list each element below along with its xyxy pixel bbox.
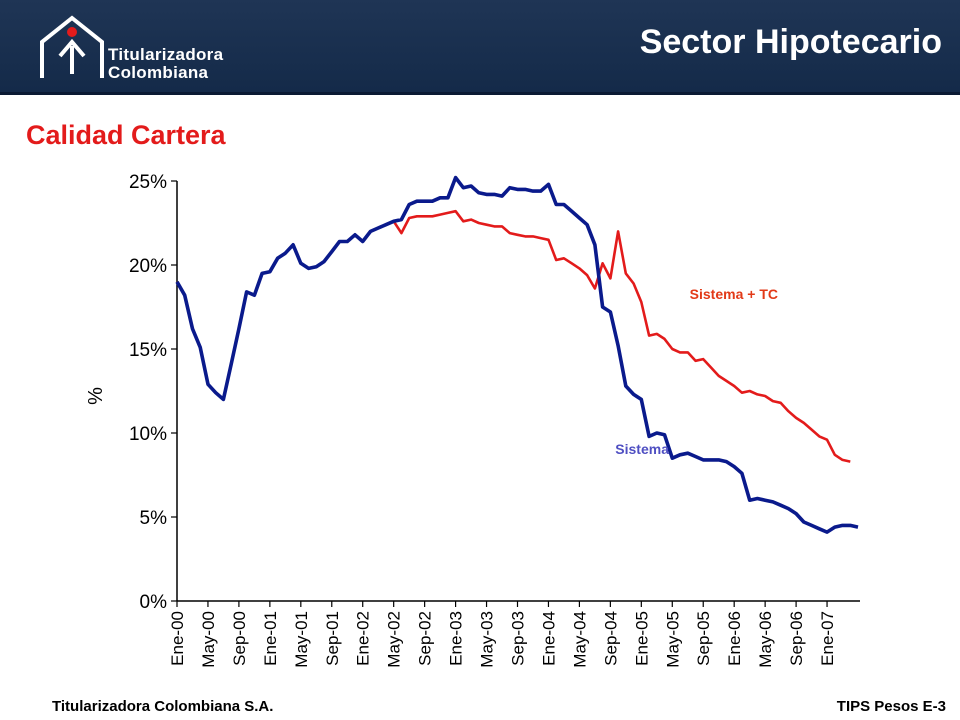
x-tick-label: May-02: [385, 611, 404, 668]
y-axis-label: %: [85, 387, 107, 405]
footer-reference: TIPS Pesos E-3: [836, 698, 946, 715]
x-tick-label: Ene-03: [447, 611, 466, 666]
x-tick-label: Sep-06: [787, 611, 806, 666]
y-tick-label: 0%: [140, 592, 168, 613]
x-tick-label: May-06: [756, 611, 775, 668]
line-chart: % 0% 5% 10% 15% 20% 25% Ene-00 May-00 Sep-00 Ene-…: [85, 172, 860, 668]
series-label-sistema-tc: Sistema + TC: [690, 286, 778, 302]
header-bar: Titularizadora Colombiana Sector Hipotec…: [0, 0, 960, 95]
series-line-sistema: [175, 175, 859, 534]
y-tick-label: 20%: [129, 256, 167, 277]
x-tick-label: Sep-04: [601, 611, 620, 666]
x-tick-label: Ene-01: [261, 611, 280, 666]
y-tick-label: 15%: [129, 340, 167, 361]
brand-name: Titularizadora Colombiana: [108, 46, 223, 82]
footer-company: Titularizadora Colombiana S.A.: [52, 698, 274, 715]
x-tick-label: Sep-00: [230, 611, 249, 666]
x-tick-label: Sep-01: [323, 611, 342, 666]
x-tick-label: May-01: [292, 611, 311, 668]
house-arrow-logo-icon: [40, 15, 104, 78]
page-title: Sector Hipotecario: [639, 23, 942, 61]
x-tick-label: Ene-00: [168, 611, 187, 666]
brand-line-2: Colombiana: [108, 63, 209, 82]
x-tick-label: Ene-02: [354, 611, 373, 666]
x-tick-label: May-00: [199, 611, 218, 668]
x-tick-label: Ene-06: [725, 611, 744, 666]
series-line-sistema-tc: [175, 209, 851, 463]
x-tick-label: May-04: [570, 611, 589, 668]
x-tick-label: Ene-04: [539, 611, 558, 666]
x-tick-label: May-05: [663, 611, 682, 668]
y-tick-label: 5%: [140, 508, 168, 529]
x-tick-label: May-03: [478, 611, 497, 668]
y-tick-label: 25%: [129, 172, 167, 193]
y-tick-label: 10%: [129, 424, 167, 445]
x-tick-label: Sep-02: [416, 611, 435, 666]
section-title: Calidad Cartera: [26, 120, 226, 150]
x-tick-label: Sep-05: [694, 611, 713, 666]
brand-line-1: Titularizadora: [108, 45, 224, 64]
series-label-sistema: Sistema: [615, 441, 669, 457]
x-tick-label: Ene-07: [818, 611, 837, 666]
x-tick-label: Ene-05: [632, 611, 651, 666]
x-tick-label: Sep-03: [509, 611, 528, 666]
